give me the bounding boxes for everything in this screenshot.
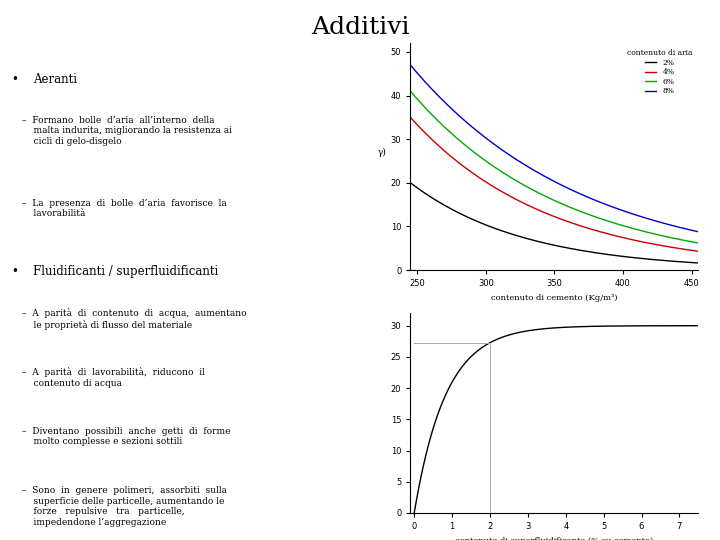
4% — [694, 248, 703, 254]
X-axis label: contenuto di superfluidificante (% su cemento): contenuto di superfluidificante (% su ce… — [455, 537, 654, 540]
Legend: 2%, 4%, 6%, 8%: 2%, 4%, 6%, 8% — [624, 47, 695, 98]
X-axis label: contenuto di cemento (Kg/m³): contenuto di cemento (Kg/m³) — [491, 294, 618, 301]
Text: Additivi: Additivi — [311, 16, 409, 39]
2% — [694, 260, 703, 266]
4% — [544, 211, 553, 218]
2% — [406, 179, 415, 186]
4% — [642, 239, 651, 246]
Line: 6%: 6% — [410, 91, 698, 243]
8% — [694, 228, 703, 235]
Line: 4%: 4% — [410, 117, 698, 251]
6% — [406, 88, 415, 94]
8% — [687, 227, 696, 233]
Text: –  Sono  in  genere  polimeri,  assorbiti  sulla
    superficie delle particelle: – Sono in genere polimeri, assorbiti sul… — [22, 487, 228, 526]
2% — [642, 256, 651, 262]
4% — [577, 223, 586, 230]
6% — [694, 240, 703, 246]
Text: –  Diventano  possibili  anche  getti  di  forme
    molto complesse e sezioni s: – Diventano possibili anche getti di for… — [22, 427, 230, 447]
Text: Aeranti: Aeranti — [33, 73, 78, 86]
8% — [544, 176, 553, 182]
8% — [562, 184, 570, 191]
4% — [406, 114, 415, 120]
Text: –  La  presenza  di  bolle  d’aria  favorisce  la
    lavorabilità: – La presenza di bolle d’aria favorisce … — [22, 199, 227, 218]
Text: •: • — [11, 266, 18, 279]
Y-axis label: γ): γ) — [378, 147, 387, 157]
6% — [543, 194, 552, 200]
Text: –  A  parità  di  contenuto  di  acqua,  aumentano
    le proprietà di flusso de: – A parità di contenuto di acqua, aument… — [22, 308, 247, 329]
Text: –  Formano  bolle  d’aria  all’interno  della
    malta indurita, migliorando la: – Formano bolle d’aria all’interno della… — [22, 116, 232, 146]
6% — [642, 229, 651, 235]
6% — [544, 195, 553, 201]
Line: 8%: 8% — [410, 65, 698, 232]
4% — [543, 211, 552, 217]
Text: •: • — [11, 73, 18, 86]
8% — [406, 62, 415, 68]
6% — [687, 239, 696, 245]
Text: –  A  parità  di  lavorabilità,  riducono  il
    contenuto di acqua: – A parità di lavorabilità, riducono il … — [22, 368, 205, 388]
2% — [562, 245, 570, 251]
8% — [543, 174, 552, 181]
8% — [642, 215, 651, 221]
2% — [577, 247, 586, 254]
2% — [543, 240, 552, 247]
2% — [544, 241, 553, 247]
2% — [687, 259, 696, 266]
Text: Fluidificanti / superfluidificanti: Fluidificanti / superfluidificanti — [33, 266, 219, 279]
8% — [577, 191, 586, 198]
4% — [562, 218, 570, 224]
6% — [562, 202, 570, 209]
4% — [687, 247, 696, 254]
6% — [577, 208, 586, 215]
Line: 2%: 2% — [410, 183, 698, 263]
